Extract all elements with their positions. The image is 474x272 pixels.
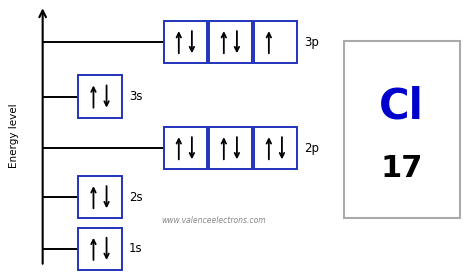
Bar (164, 127, 207, 169)
Text: Cl: Cl (379, 85, 424, 127)
Bar (164, 21, 207, 63)
Bar (209, 21, 252, 63)
Bar (78, 176, 122, 218)
Text: www.valenceelectrons.com: www.valenceelectrons.com (161, 216, 265, 225)
Bar (209, 127, 252, 169)
Bar (344, 41, 460, 218)
Text: 2p: 2p (304, 142, 319, 155)
Text: Energy level: Energy level (9, 104, 19, 168)
Text: 2s: 2s (129, 191, 143, 204)
Bar (254, 21, 297, 63)
Text: 17: 17 (381, 154, 423, 183)
Text: 3p: 3p (304, 36, 319, 49)
Bar (78, 228, 122, 270)
Text: 3s: 3s (129, 90, 142, 103)
Bar (78, 75, 122, 118)
Bar (254, 127, 297, 169)
Text: 1s: 1s (129, 242, 143, 255)
